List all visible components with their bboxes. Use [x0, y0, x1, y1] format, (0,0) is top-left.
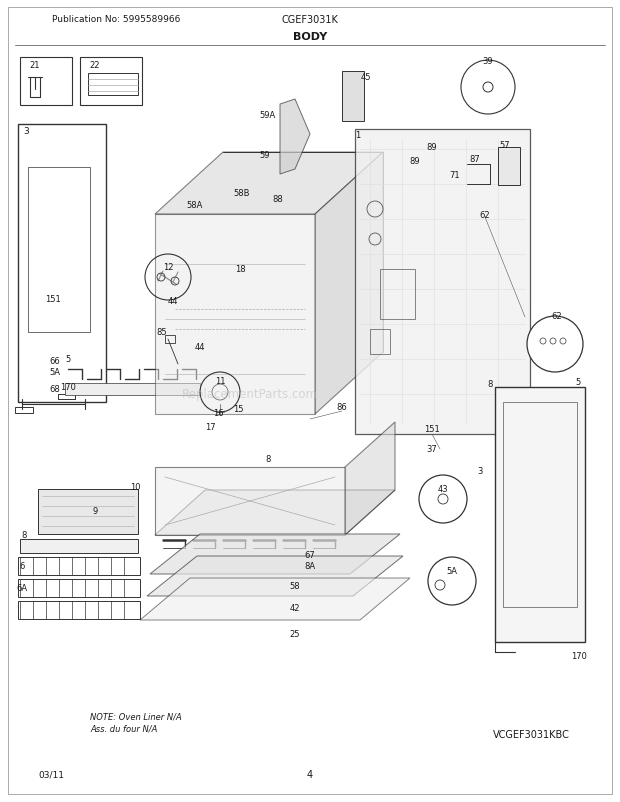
- Text: 44: 44: [168, 297, 179, 306]
- Text: 8: 8: [21, 531, 27, 540]
- Text: 151: 151: [45, 295, 61, 304]
- Text: 68: 68: [50, 385, 60, 394]
- Text: 57: 57: [500, 140, 510, 149]
- Text: 67: 67: [304, 551, 316, 560]
- Bar: [18, 557, 140, 575]
- Bar: [165, 335, 175, 343]
- Polygon shape: [155, 215, 315, 415]
- Polygon shape: [155, 153, 383, 215]
- Text: 88: 88: [273, 195, 283, 205]
- Bar: [80, 58, 142, 106]
- Text: 5: 5: [575, 378, 580, 387]
- Bar: [440, 579, 464, 591]
- Text: 87: 87: [469, 156, 481, 164]
- Bar: [15, 407, 33, 414]
- Bar: [18, 125, 106, 403]
- Circle shape: [419, 476, 467, 524]
- Text: 45: 45: [361, 74, 371, 83]
- Polygon shape: [140, 578, 410, 620]
- Bar: [342, 72, 364, 122]
- Text: 25: 25: [290, 630, 300, 638]
- Text: BODY: BODY: [293, 32, 327, 42]
- Bar: [18, 602, 140, 619]
- Text: 3: 3: [23, 127, 29, 136]
- Text: 22: 22: [90, 60, 100, 70]
- Bar: [20, 539, 138, 553]
- Text: 62: 62: [480, 210, 490, 219]
- Bar: [498, 148, 520, 186]
- Text: 86: 86: [337, 403, 347, 412]
- Text: 151: 151: [424, 425, 440, 434]
- Text: VCGEF3031KBC: VCGEF3031KBC: [493, 729, 570, 739]
- Text: 15: 15: [232, 405, 243, 414]
- Text: 59A: 59A: [260, 111, 276, 119]
- Text: NOTE: Oven Liner N/A: NOTE: Oven Liner N/A: [90, 711, 182, 721]
- Bar: [65, 383, 200, 395]
- Text: 58A: 58A: [187, 200, 203, 209]
- Polygon shape: [345, 423, 395, 535]
- Text: Publication No: 5995589966: Publication No: 5995589966: [52, 15, 180, 25]
- Bar: [18, 579, 140, 597]
- Text: ReplacementParts.com: ReplacementParts.com: [182, 388, 318, 401]
- Bar: [88, 74, 138, 96]
- Bar: [20, 58, 72, 106]
- Bar: [503, 403, 577, 607]
- Bar: [380, 269, 415, 320]
- Text: 03/11: 03/11: [38, 770, 64, 779]
- Text: 170: 170: [571, 652, 587, 661]
- Text: 42: 42: [290, 604, 300, 613]
- Text: 21: 21: [30, 60, 40, 70]
- Polygon shape: [155, 468, 345, 535]
- Polygon shape: [155, 490, 395, 535]
- Text: 71: 71: [450, 170, 460, 180]
- Bar: [370, 330, 390, 354]
- Text: 4: 4: [307, 769, 313, 779]
- Text: 58: 58: [290, 581, 300, 591]
- Text: Ass. du four N/A: Ass. du four N/A: [90, 723, 157, 732]
- Text: 89: 89: [427, 144, 437, 152]
- Polygon shape: [150, 534, 400, 574]
- Text: 10: 10: [130, 483, 140, 492]
- Text: 11: 11: [215, 377, 225, 386]
- Text: 59: 59: [260, 150, 270, 160]
- Text: 85: 85: [157, 328, 167, 337]
- Text: 8: 8: [265, 455, 271, 464]
- Bar: [495, 387, 585, 642]
- Text: 12: 12: [162, 263, 173, 272]
- Text: 5: 5: [65, 355, 71, 364]
- Text: 89: 89: [410, 157, 420, 166]
- Text: 37: 37: [427, 445, 437, 454]
- Text: 58B: 58B: [234, 188, 250, 197]
- Polygon shape: [315, 153, 383, 415]
- Text: 5A: 5A: [446, 567, 458, 576]
- Bar: [28, 168, 90, 333]
- Text: 1: 1: [355, 131, 361, 140]
- Bar: [355, 130, 530, 435]
- Text: 17: 17: [205, 423, 215, 432]
- Text: 9: 9: [92, 507, 97, 516]
- Circle shape: [527, 317, 583, 373]
- Text: 43: 43: [438, 485, 448, 494]
- Text: 170: 170: [60, 383, 76, 392]
- Text: 18: 18: [235, 265, 246, 274]
- Text: 66: 66: [50, 357, 60, 366]
- Text: 6A: 6A: [17, 584, 27, 593]
- Text: 8A: 8A: [304, 561, 316, 571]
- Text: 8: 8: [487, 380, 493, 389]
- Text: 44: 44: [195, 343, 205, 352]
- Text: 3: 3: [477, 467, 483, 476]
- Text: 5A: 5A: [50, 368, 61, 377]
- Text: 16: 16: [213, 409, 223, 418]
- Polygon shape: [147, 557, 403, 596]
- Circle shape: [461, 61, 515, 115]
- Text: CGEF3031K: CGEF3031K: [281, 15, 339, 25]
- Bar: [38, 489, 138, 534]
- Polygon shape: [280, 100, 310, 175]
- Text: 39: 39: [483, 58, 494, 67]
- Text: 62: 62: [552, 312, 562, 321]
- Circle shape: [428, 557, 476, 606]
- Polygon shape: [428, 486, 458, 512]
- Text: 6: 6: [19, 561, 25, 571]
